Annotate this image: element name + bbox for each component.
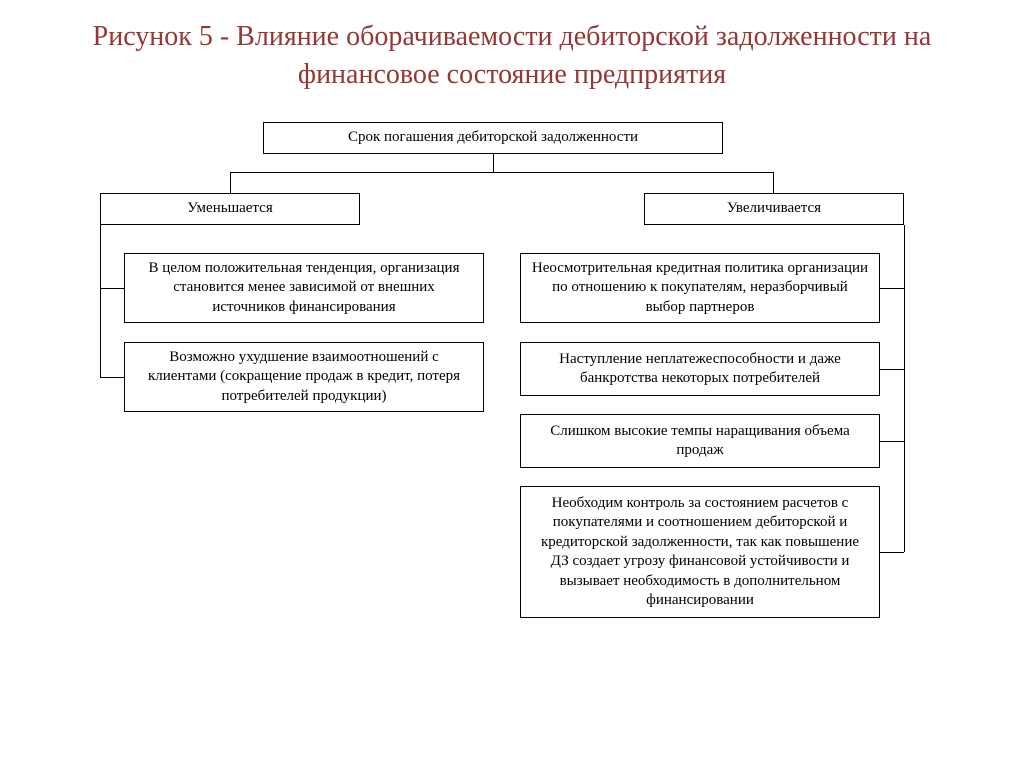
node-inc3: Слишком высокие темпы наращивания объема… <box>520 414 880 468</box>
node-dec2: Возможно ухудшение взаимоотношений с кли… <box>124 342 484 412</box>
connector <box>230 172 231 193</box>
connector <box>880 441 904 442</box>
connector <box>100 225 101 377</box>
node-decrease: Уменьшается <box>100 193 360 225</box>
connector <box>773 172 774 193</box>
node-increase: Увеличивается <box>644 193 904 225</box>
connector <box>100 377 124 378</box>
connector <box>880 288 904 289</box>
connector <box>493 154 494 172</box>
diagram-title: Рисунок 5 - Влияние оборачиваемости деби… <box>0 0 1024 104</box>
node-root: Срок погашения дебиторской задолженности <box>263 122 723 154</box>
connector <box>100 288 124 289</box>
node-inc2: Наступление неплатежеспособности и даже … <box>520 342 880 396</box>
connector <box>880 369 904 370</box>
connector <box>904 225 905 552</box>
node-dec1: В целом положительная тенденция, организ… <box>124 253 484 323</box>
connector <box>880 552 904 553</box>
node-inc1: Неосмотрительная кредитная политика орга… <box>520 253 880 323</box>
node-inc4: Необходим контроль за состоянием расчето… <box>520 486 880 618</box>
connector <box>230 172 774 173</box>
